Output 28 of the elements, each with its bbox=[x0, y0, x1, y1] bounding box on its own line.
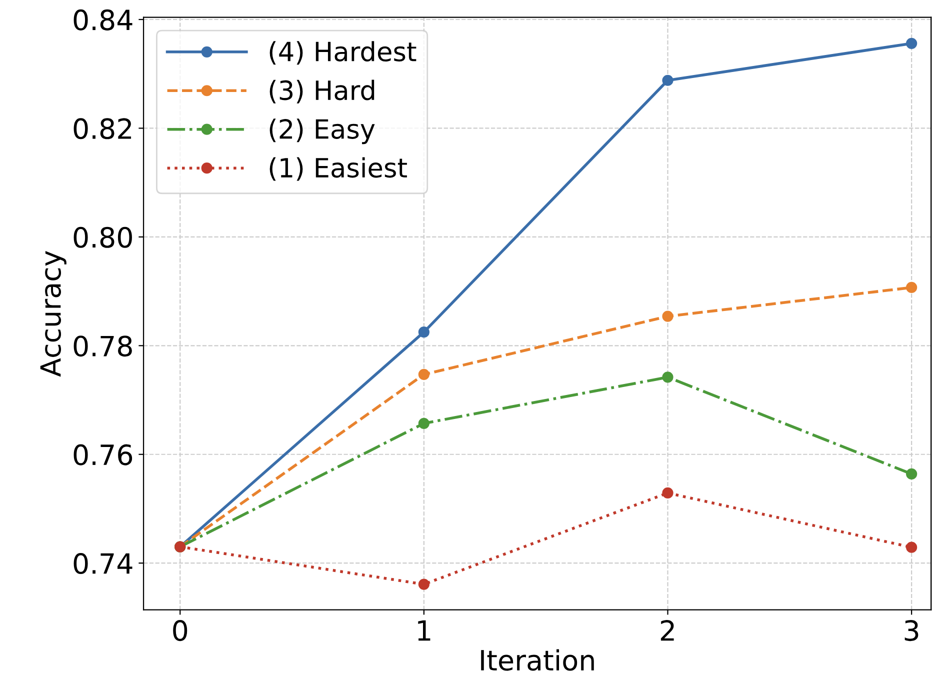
y-tick-label: 0.84 bbox=[74, 9, 132, 30]
x-tick-label: 3 bbox=[904, 620, 918, 642]
x-tick-label: 2 bbox=[660, 620, 674, 641]
y-tick-label: 0.80 bbox=[74, 226, 132, 248]
point bbox=[662, 74, 674, 86]
point bbox=[662, 372, 674, 383]
y-tick-label: 0.78 bbox=[74, 336, 132, 357]
y-tick-label: 0.76 bbox=[74, 444, 132, 466]
y-axis-title: Accuracy bbox=[40, 251, 66, 377]
y-tick-label: 0.74 bbox=[74, 553, 132, 574]
point bbox=[418, 418, 430, 429]
legend-label: (3) Hard bbox=[270, 80, 374, 104]
point bbox=[418, 578, 430, 590]
point bbox=[418, 326, 430, 338]
y-tick-label: 0.82 bbox=[74, 118, 132, 140]
legend-label: (4) Hardest bbox=[270, 41, 416, 65]
point bbox=[662, 487, 674, 499]
x-tick-label: 0 bbox=[173, 620, 188, 642]
x-axis-title: Iteration bbox=[481, 649, 594, 671]
point bbox=[906, 468, 918, 480]
point bbox=[662, 310, 674, 322]
x-tick-label: 1 bbox=[418, 620, 430, 641]
point bbox=[906, 542, 918, 553]
point bbox=[906, 282, 918, 294]
point bbox=[906, 38, 918, 49]
point bbox=[418, 368, 430, 380]
legend-label: (1) Easiest bbox=[270, 157, 407, 181]
legend-label: (2) Easy bbox=[270, 118, 375, 144]
